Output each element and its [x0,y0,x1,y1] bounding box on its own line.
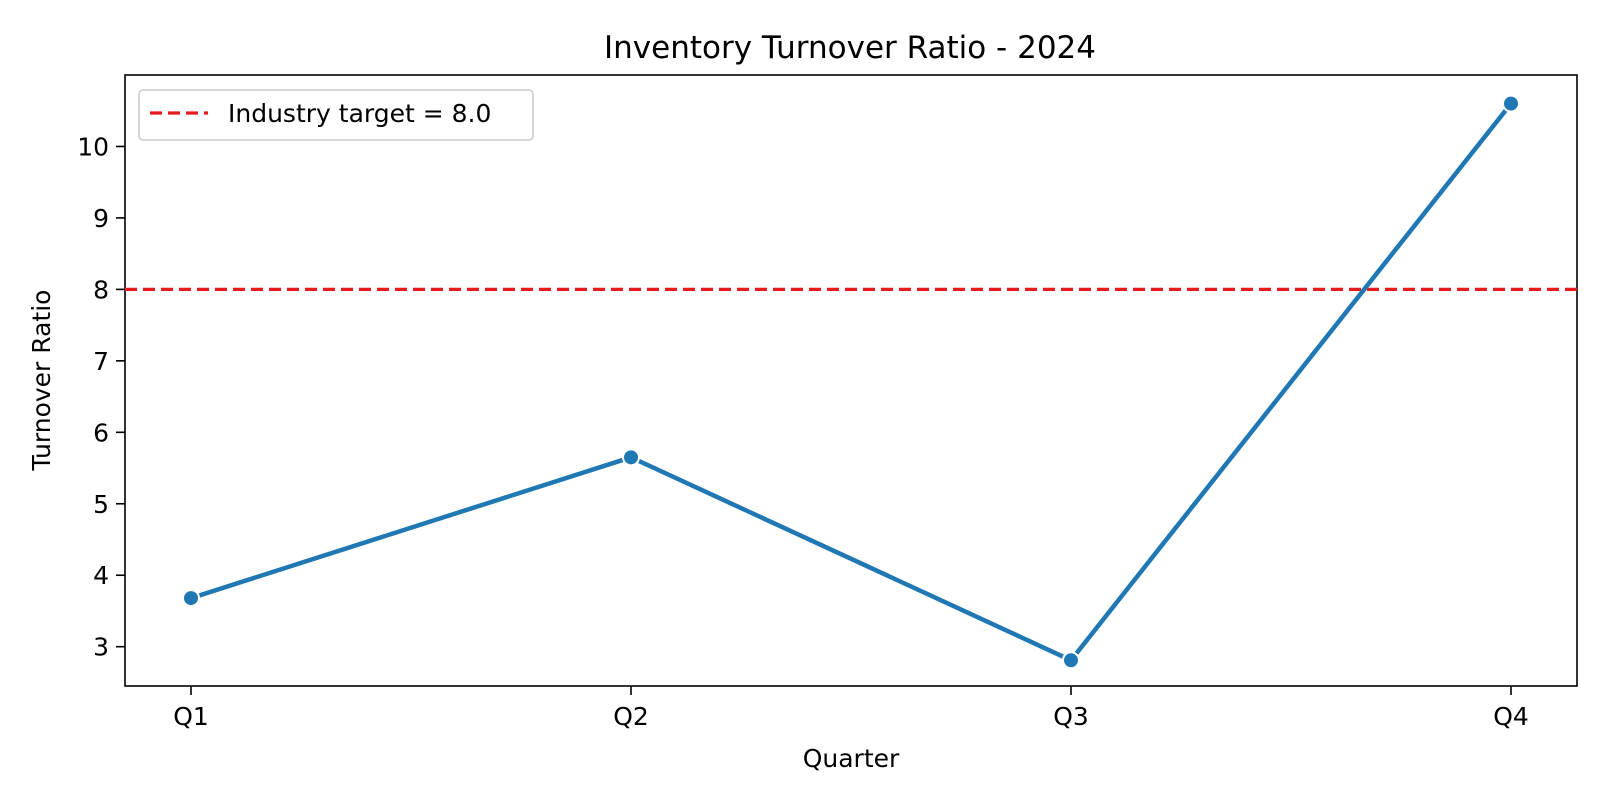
y-tick-label: 4 [93,561,109,590]
data-point [182,589,200,608]
data-point [1502,94,1520,113]
legend: Industry target = 8.0 [138,89,534,141]
y-tick-label: 8 [93,275,109,304]
series-line [188,101,1514,663]
y-tick-label: 9 [93,204,109,233]
y-tick-label: 10 [77,132,109,161]
x-axis-label: Quarter [803,744,900,773]
y-tick-label: 7 [93,347,109,376]
x-tick-label: Q1 [173,702,209,731]
y-tick-label: 5 [93,490,109,519]
y-tick-label: 6 [93,418,109,447]
chart-title: Inventory Turnover Ratio - 2024 [604,30,1096,66]
series-layer [182,94,1520,670]
data-point [1062,651,1080,670]
y-tick-label: 3 [93,633,109,662]
x-axis-ticks: Q1 Q2 Q3 Q4 [173,686,1529,731]
x-tick-label: Q4 [1493,702,1529,731]
legend-box [138,89,534,141]
plot-area [124,74,1578,687]
x-tick-label: Q2 [613,702,649,731]
legend-label-target: Industry target = 8.0 [228,99,491,128]
y-axis-label: Turnover Ratio [27,290,56,472]
y-axis-ticks: 3 4 5 6 7 8 9 10 [77,132,125,662]
data-point [622,448,640,467]
x-tick-label: Q3 [1053,702,1089,731]
